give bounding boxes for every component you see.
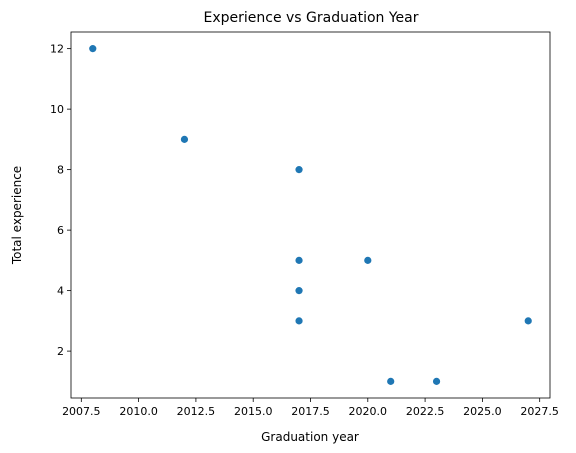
data-point [180,135,189,143]
data-point [295,287,303,295]
y-tick-label: 6 [57,224,64,237]
x-tick-label: 2017.5 [291,405,330,418]
x-tick-label: 2010.0 [119,405,158,418]
data-point [295,317,303,325]
plot-frame [70,31,551,399]
data-point [432,377,441,385]
y-tick-label: 12 [50,43,64,56]
data-points [89,45,532,385]
y-tick-label: 10 [50,103,64,116]
chart-title: Experience vs Graduation Year [204,10,419,26]
data-point [295,166,303,174]
data-point [524,317,532,325]
data-point [387,377,395,385]
x-tick-label: 2012.5 [177,405,216,418]
data-point [295,256,303,264]
y-axis-label: Total experience [10,166,24,265]
data-point [89,45,97,53]
x-tick-label: 2027.5 [520,405,559,418]
x-tick-label: 2020.0 [349,405,388,418]
y-axis-ticks: 2 4 6 8 10 12 [50,43,71,358]
y-tick-label: 2 [57,345,64,358]
data-point [364,256,372,264]
x-tick-label: 2007.5 [62,405,101,418]
x-tick-label: 2025.0 [463,405,502,418]
x-axis-ticks: 2007.5 2010.0 2012.5 2015.0 2017.5 2020.0 2022… [62,398,559,418]
x-tick-label: 2022.5 [406,405,445,418]
x-axis-label: Graduation year [261,430,359,444]
y-tick-label: 8 [57,164,64,177]
x-tick-label: 2015.0 [234,405,273,418]
plot-area [70,31,551,399]
y-tick-label: 4 [57,285,64,298]
